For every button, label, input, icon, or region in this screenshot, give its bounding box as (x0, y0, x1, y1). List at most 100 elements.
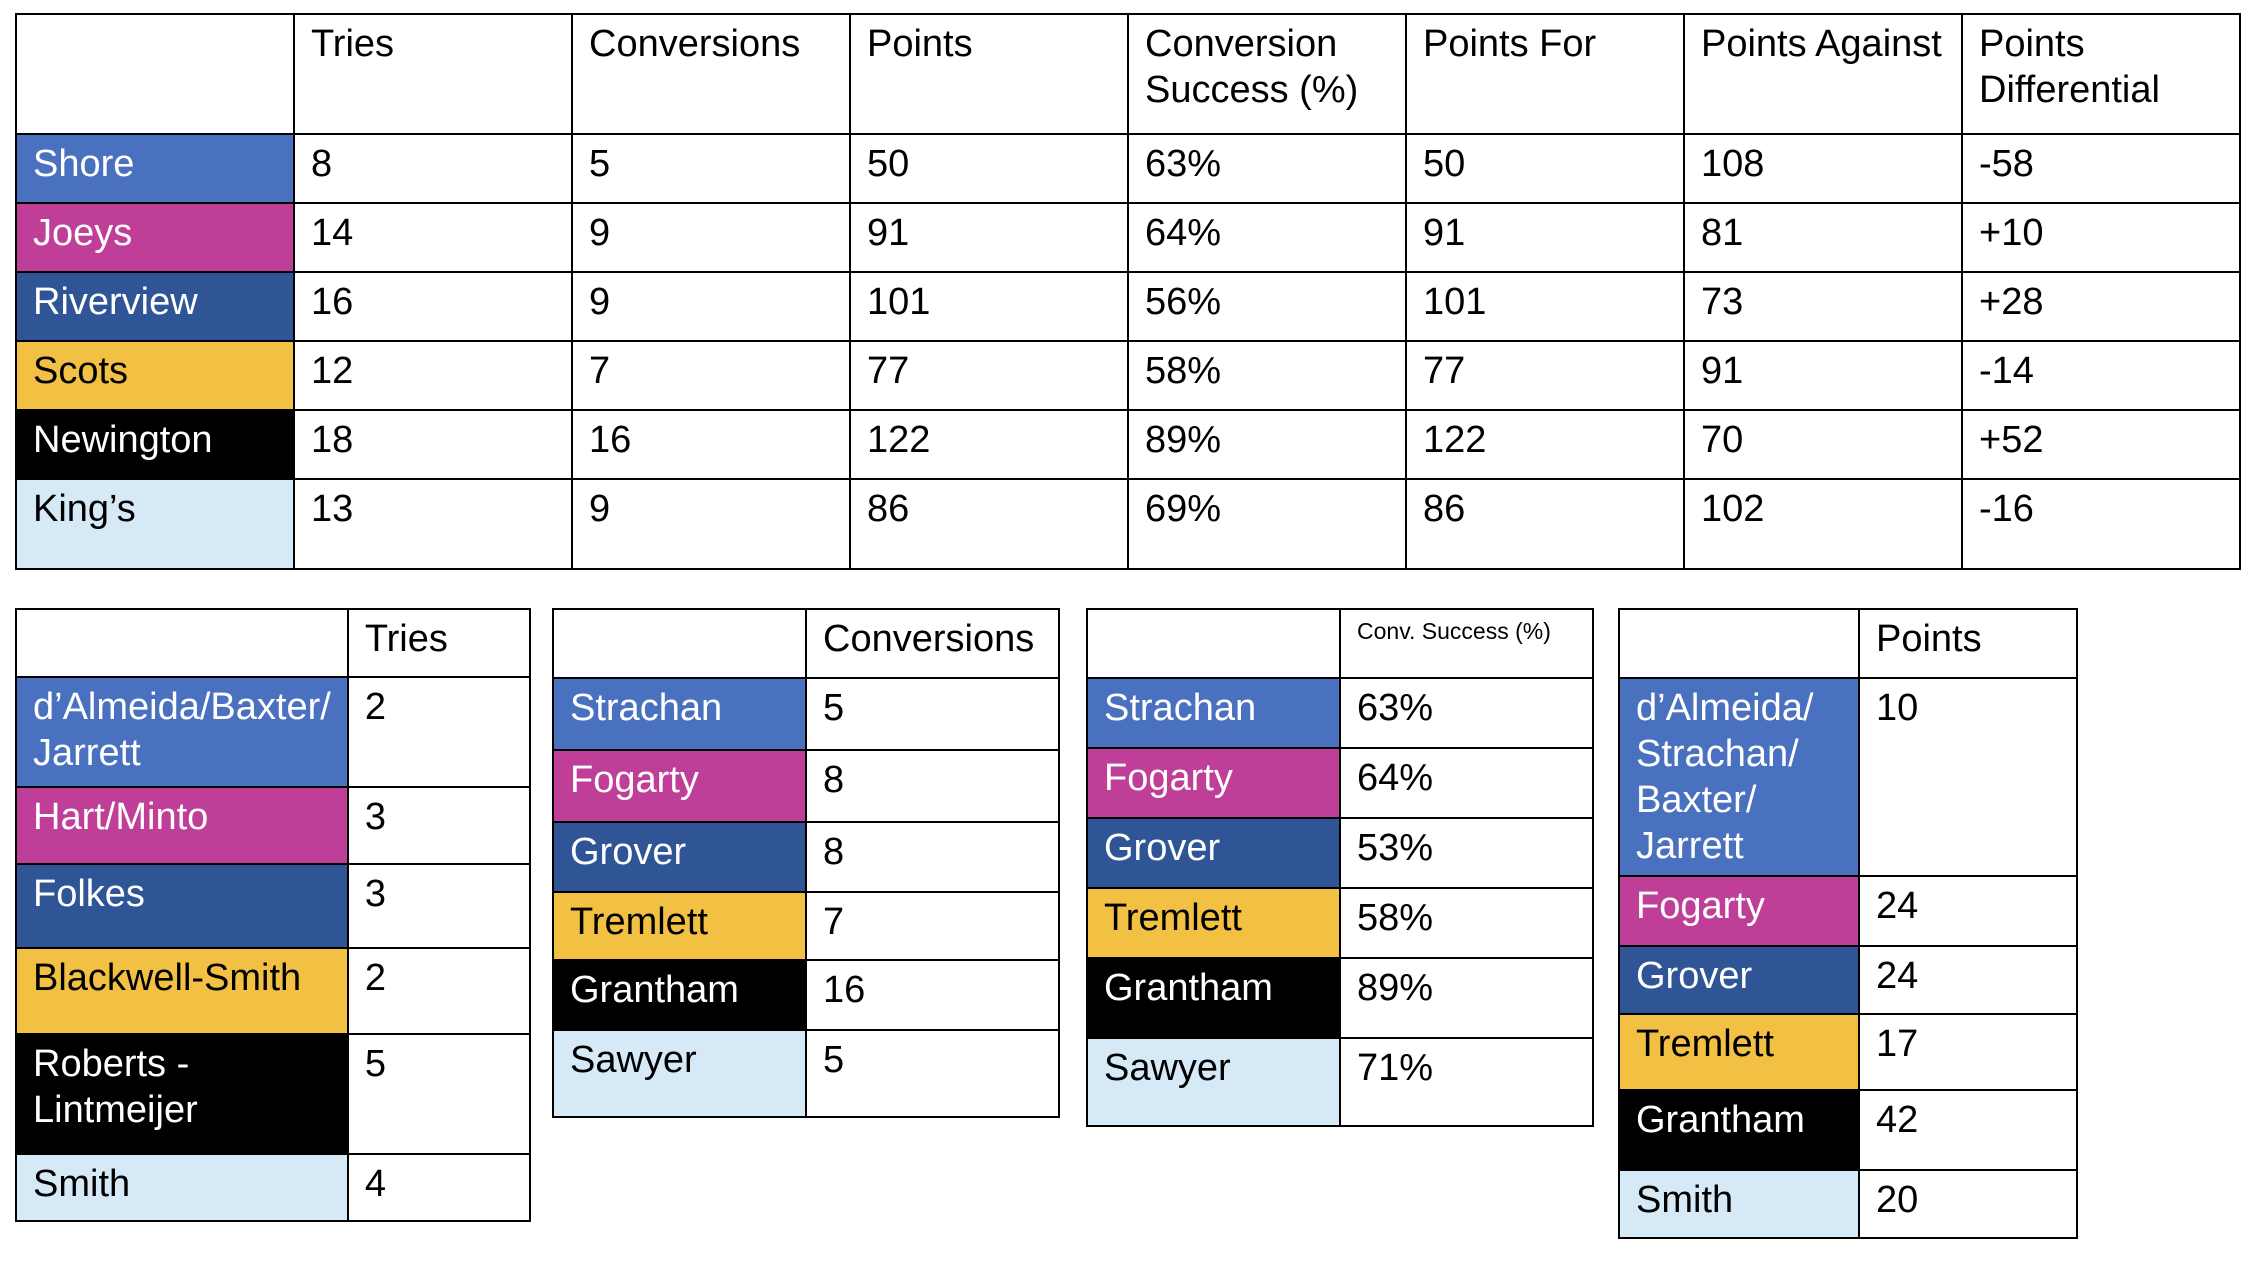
player-name-cell: Grover (552, 821, 807, 893)
table-row: Grover 24 (1618, 945, 2078, 1015)
table-row: Fogarty 8 (552, 749, 1060, 823)
header-row: Tries Conversions Points Conversion Succ… (15, 13, 2241, 135)
header-cell-empty (552, 608, 807, 679)
table-cell: 18 (293, 409, 573, 480)
player-name-cell: Sawyer (552, 1029, 807, 1118)
table-row: d’Almeida/ Strachan/ Baxter/ Jarrett 10 (1618, 677, 2078, 877)
player-name-cell: Grantham (1618, 1089, 1860, 1171)
table-cell: 3 (346, 863, 531, 949)
player-name-cell: Strachan (552, 677, 807, 751)
player-name-cell: Sawyer (1086, 1037, 1341, 1127)
table-cell: 91 (1405, 202, 1685, 273)
player-name-cell: Smith (1618, 1169, 1860, 1239)
table-cell: 50 (849, 133, 1129, 204)
table-row: d’Almeida/Baxter/ Jarrett 2 (15, 676, 531, 788)
header-cell-empty (15, 13, 295, 135)
table-cell: 9 (571, 202, 851, 273)
table-cell: 8 (805, 821, 1060, 893)
table-cell: -58 (1961, 133, 2241, 204)
table-row: Strachan 63% (1086, 677, 1594, 749)
table-row: Grover 53% (1086, 817, 1594, 889)
table-cell: -14 (1961, 340, 2241, 411)
table-cell: 91 (1683, 340, 1963, 411)
table-row: Fogarty 24 (1618, 875, 2078, 947)
team-stats-table: Tries Conversions Points Conversion Succ… (15, 13, 2241, 570)
table-cell: 13 (293, 478, 573, 570)
table-cell: 69% (1127, 478, 1407, 570)
table-row: Strachan 5 (552, 677, 1060, 751)
header-row: Conversions (552, 608, 1060, 679)
table-cell: 86 (849, 478, 1129, 570)
table-cell: 5 (805, 1029, 1060, 1118)
table-cell: 16 (571, 409, 851, 480)
header-cell-conversion-success: Conversion Success (%) (1127, 13, 1407, 135)
table-row: King’s 13 9 86 69% 86 102 -16 (15, 478, 2241, 570)
table-row: Smith 4 (15, 1153, 531, 1222)
table-cell: 7 (805, 891, 1060, 961)
table-cell: 2 (346, 947, 531, 1035)
table-cell: 91 (849, 202, 1129, 273)
table-row: Grantham 42 (1618, 1089, 2078, 1171)
header-cell-empty (15, 608, 349, 678)
table-cell: 63% (1127, 133, 1407, 204)
table-cell: 58% (1339, 887, 1594, 959)
table-cell: 8 (805, 749, 1060, 823)
table-cell: 50 (1405, 133, 1685, 204)
table-cell: 70 (1683, 409, 1963, 480)
table-cell: 89% (1339, 957, 1594, 1039)
player-name-cell: Tremlett (1618, 1013, 1860, 1091)
table-cell: 64% (1127, 202, 1407, 273)
player-name-cell: d’Almeida/Baxter/ Jarrett (15, 676, 349, 788)
table-cell: 77 (1405, 340, 1685, 411)
table-cell: 77 (849, 340, 1129, 411)
table-cell: 101 (849, 271, 1129, 342)
table-cell: 7 (571, 340, 851, 411)
header-cell-points-differential: Points Differential (1961, 13, 2241, 135)
table-cell: 86 (1405, 478, 1685, 570)
team-name-cell: Joeys (15, 202, 295, 273)
table-cell: +10 (1961, 202, 2241, 273)
header-row: Points (1618, 608, 2078, 679)
table-row: Grantham 89% (1086, 957, 1594, 1039)
table-cell: 73 (1683, 271, 1963, 342)
player-name-cell: Smith (15, 1153, 349, 1222)
header-row: Conv. Success (%) (1086, 608, 1594, 679)
table-cell: 9 (571, 271, 851, 342)
header-cell-empty (1086, 608, 1341, 679)
table-row: Shore 8 5 50 63% 50 108 -58 (15, 133, 2241, 204)
table-cell: 89% (1127, 409, 1407, 480)
table-cell: 56% (1127, 271, 1407, 342)
table-row: Grantham 16 (552, 959, 1060, 1031)
header-cell-points-against: Points Against (1683, 13, 1963, 135)
header-cell-empty (1618, 608, 1860, 679)
player-name-cell: Grantham (552, 959, 807, 1031)
conversion-success-table: Conv. Success (%) Strachan 63% Fogarty 6… (1086, 608, 1594, 1127)
header-cell-conversions: Conversions (805, 608, 1060, 679)
table-row: Folkes 3 (15, 863, 531, 949)
top-tries-table: Tries d’Almeida/Baxter/ Jarrett 2 Hart/M… (15, 608, 531, 1222)
player-name-cell: Grover (1618, 945, 1860, 1015)
table-cell: 53% (1339, 817, 1594, 889)
player-name-cell: d’Almeida/ Strachan/ Baxter/ Jarrett (1618, 677, 1860, 877)
player-name-cell: Tremlett (1086, 887, 1341, 959)
player-name-cell: Hart/Minto (15, 786, 349, 865)
player-name-cell: Fogarty (1618, 875, 1860, 947)
player-name-cell: Strachan (1086, 677, 1341, 749)
table-cell: 16 (293, 271, 573, 342)
table-cell: 8 (293, 133, 573, 204)
table-cell: 71% (1339, 1037, 1594, 1127)
team-name-cell: Shore (15, 133, 295, 204)
table-row: Roberts - Lintmeijer 5 (15, 1033, 531, 1155)
table-cell: 10 (1858, 677, 2078, 877)
table-cell: 17 (1858, 1013, 2078, 1091)
table-cell: 24 (1858, 875, 2078, 947)
table-cell: 102 (1683, 478, 1963, 570)
table-cell: 14 (293, 202, 573, 273)
team-name-cell: King’s (15, 478, 295, 570)
table-row: Tremlett 58% (1086, 887, 1594, 959)
team-name-cell: Scots (15, 340, 295, 411)
table-row: Riverview 16 9 101 56% 101 73 +28 (15, 271, 2241, 342)
table-cell: 9 (571, 478, 851, 570)
header-cell-conv-success: Conv. Success (%) (1339, 608, 1594, 679)
